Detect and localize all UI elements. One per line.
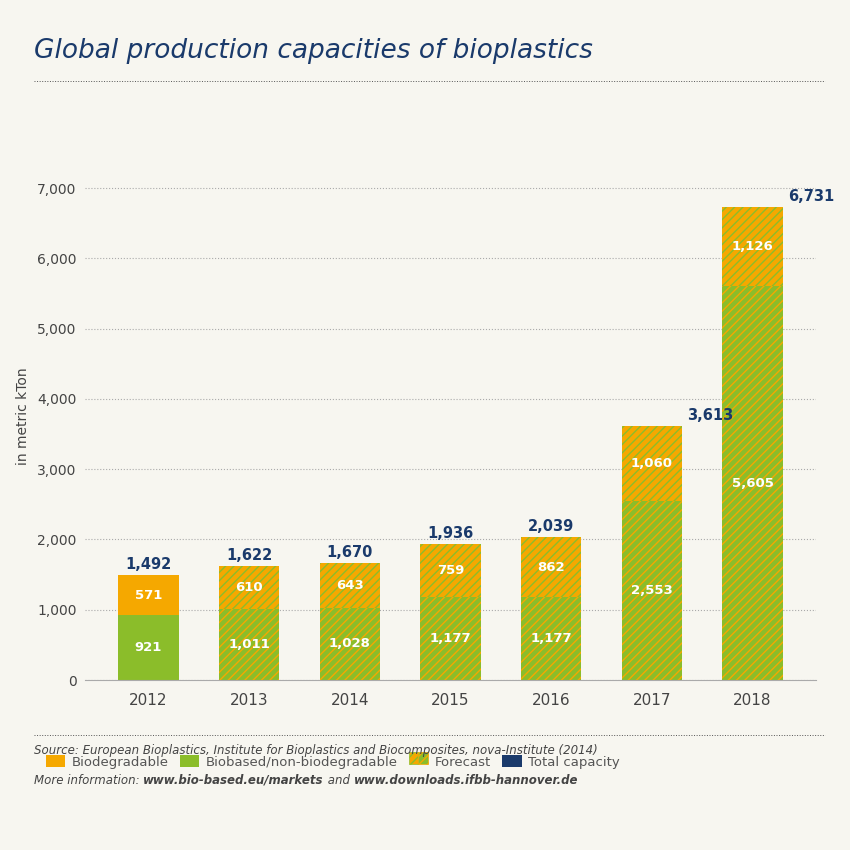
Bar [420, 544, 481, 598]
Bar [320, 563, 380, 608]
Bar [722, 207, 783, 286]
Text: 1,126: 1,126 [732, 240, 774, 253]
Text: 610: 610 [235, 581, 263, 594]
Bar [219, 566, 280, 609]
Bar [420, 598, 481, 680]
Bar [219, 566, 280, 609]
Text: 1,492: 1,492 [125, 558, 172, 572]
Bar [722, 207, 783, 286]
Text: 862: 862 [537, 560, 565, 574]
Bar [722, 286, 783, 680]
Text: 921: 921 [135, 641, 162, 654]
Text: 6,731: 6,731 [788, 190, 834, 204]
Legend: Biodegradable, Biobased/non-biodegradable, Forecast, Total capacity: Biodegradable, Biobased/non-biodegradabl… [41, 750, 626, 774]
Bar [621, 501, 682, 680]
Bar [621, 426, 682, 501]
Text: 1,060: 1,060 [631, 456, 673, 470]
Bar [320, 563, 380, 608]
Text: 1,011: 1,011 [229, 638, 270, 651]
Text: 1,936: 1,936 [428, 526, 473, 541]
Bar [621, 501, 682, 680]
Bar [521, 598, 581, 680]
Text: 759: 759 [437, 564, 464, 577]
Bar [521, 598, 581, 680]
Text: www.bio-based.eu/markets: www.bio-based.eu/markets [144, 774, 324, 786]
Text: 1,177: 1,177 [530, 632, 572, 645]
Text: 1,177: 1,177 [430, 632, 471, 645]
Text: 3,613: 3,613 [687, 408, 734, 423]
Y-axis label: in metric kTon: in metric kTon [16, 368, 31, 465]
Text: 1,028: 1,028 [329, 638, 371, 650]
Bar [219, 609, 280, 680]
Bar [320, 608, 380, 680]
Text: Source: European Bioplastics, Institute for Bioplastics and Biocomposites, nova-: Source: European Bioplastics, Institute … [34, 744, 598, 756]
Text: 571: 571 [135, 589, 162, 602]
Bar [420, 598, 481, 680]
Bar [320, 608, 380, 680]
Bar [420, 544, 481, 598]
Text: 1,622: 1,622 [226, 548, 272, 564]
Text: 5,605: 5,605 [732, 477, 774, 490]
Bar [219, 609, 280, 680]
Bar [521, 536, 581, 598]
Bar [118, 615, 178, 680]
Bar [118, 575, 178, 615]
Bar [521, 536, 581, 598]
Text: and: and [324, 774, 354, 786]
Text: 2,553: 2,553 [631, 584, 672, 597]
Text: 643: 643 [336, 579, 364, 592]
Text: 1,670: 1,670 [326, 545, 373, 560]
Text: More information:: More information: [34, 774, 144, 786]
Text: Global production capacities of bioplastics: Global production capacities of bioplast… [34, 38, 592, 65]
Text: www.downloads.ifbb-hannover.de: www.downloads.ifbb-hannover.de [354, 774, 578, 786]
Bar [621, 426, 682, 501]
Text: 2,039: 2,039 [528, 518, 575, 534]
Bar [722, 286, 783, 680]
